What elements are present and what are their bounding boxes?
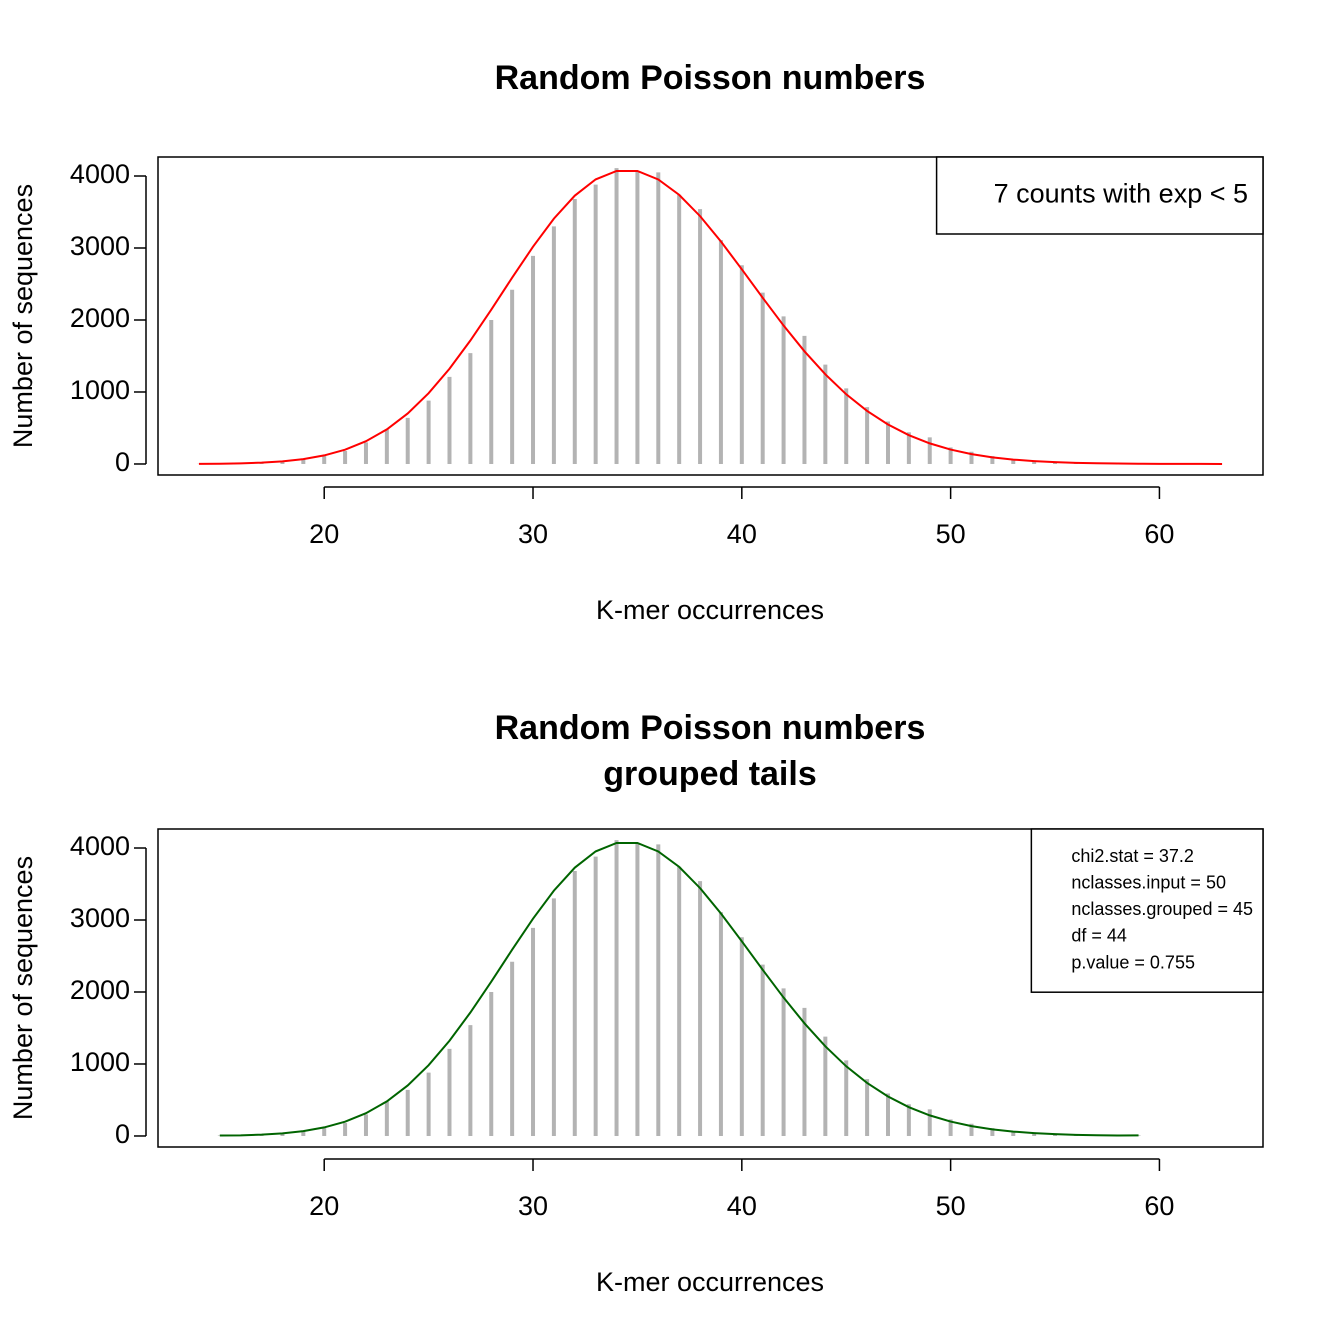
y-tick-label: 4000	[70, 831, 130, 861]
legend-text: df = 44	[1071, 926, 1127, 946]
y-tick-label: 0	[115, 1119, 130, 1149]
legend-box	[935, 156, 1264, 235]
y-tick-label: 1000	[70, 375, 130, 405]
y-tick-label: 0	[115, 447, 130, 477]
x-tick-label: 40	[727, 519, 757, 549]
plot-box	[157, 156, 1264, 476]
x-tick-label: 20	[309, 1191, 339, 1221]
expected-line	[219, 841, 1139, 1137]
x-tick-label: 60	[1144, 1191, 1174, 1221]
x-tick-label: 30	[518, 1191, 548, 1221]
legend-text: nclasses.input = 50	[1071, 872, 1226, 892]
legend-text: p.value = 0.755	[1071, 952, 1195, 972]
legend-box	[1030, 828, 1264, 993]
y-tick-label: 3000	[70, 231, 130, 261]
x-tick-label: 30	[518, 519, 548, 549]
chart-title: Random Poisson numbers	[495, 709, 926, 747]
legend: chi2.stat = 37.2 nclasses.input = 50 nclas…	[1030, 828, 1264, 993]
legend: 7 counts with exp < 5	[935, 156, 1264, 235]
y-tick-label: 3000	[70, 903, 130, 933]
y-axis-label: Number of sequences	[8, 184, 38, 448]
panel: Random Poisson numbers grouped tails K-mer…	[8, 709, 1264, 1297]
x-tick-label: 60	[1144, 519, 1174, 549]
chart-title: Random Poisson numbers	[495, 59, 926, 97]
legend-text: chi2.stat = 37.2	[1071, 846, 1194, 866]
expected-line	[198, 169, 1223, 465]
x-axis-label: K-mer occurrences	[596, 1267, 824, 1297]
y-tick-label: 2000	[70, 975, 130, 1005]
x-axis-label: K-mer occurrences	[596, 595, 824, 625]
y-tick-label: 2000	[70, 303, 130, 333]
panel: Random Poisson numbers K-mer occurrences N…	[8, 59, 1264, 625]
legend-text: nclasses.grouped = 45	[1071, 899, 1253, 919]
y-tick-label: 4000	[70, 159, 130, 189]
y-tick-label: 1000	[70, 1047, 130, 1077]
x-tick-label: 50	[936, 519, 966, 549]
x-tick-label: 40	[727, 1191, 757, 1221]
x-tick-label: 20	[309, 519, 339, 549]
y-axis-label: Number of sequences	[8, 856, 38, 1120]
chart-subtitle: grouped tails	[603, 755, 816, 793]
legend-text: 7 counts with exp < 5	[994, 179, 1248, 209]
x-tick-label: 50	[936, 1191, 966, 1221]
